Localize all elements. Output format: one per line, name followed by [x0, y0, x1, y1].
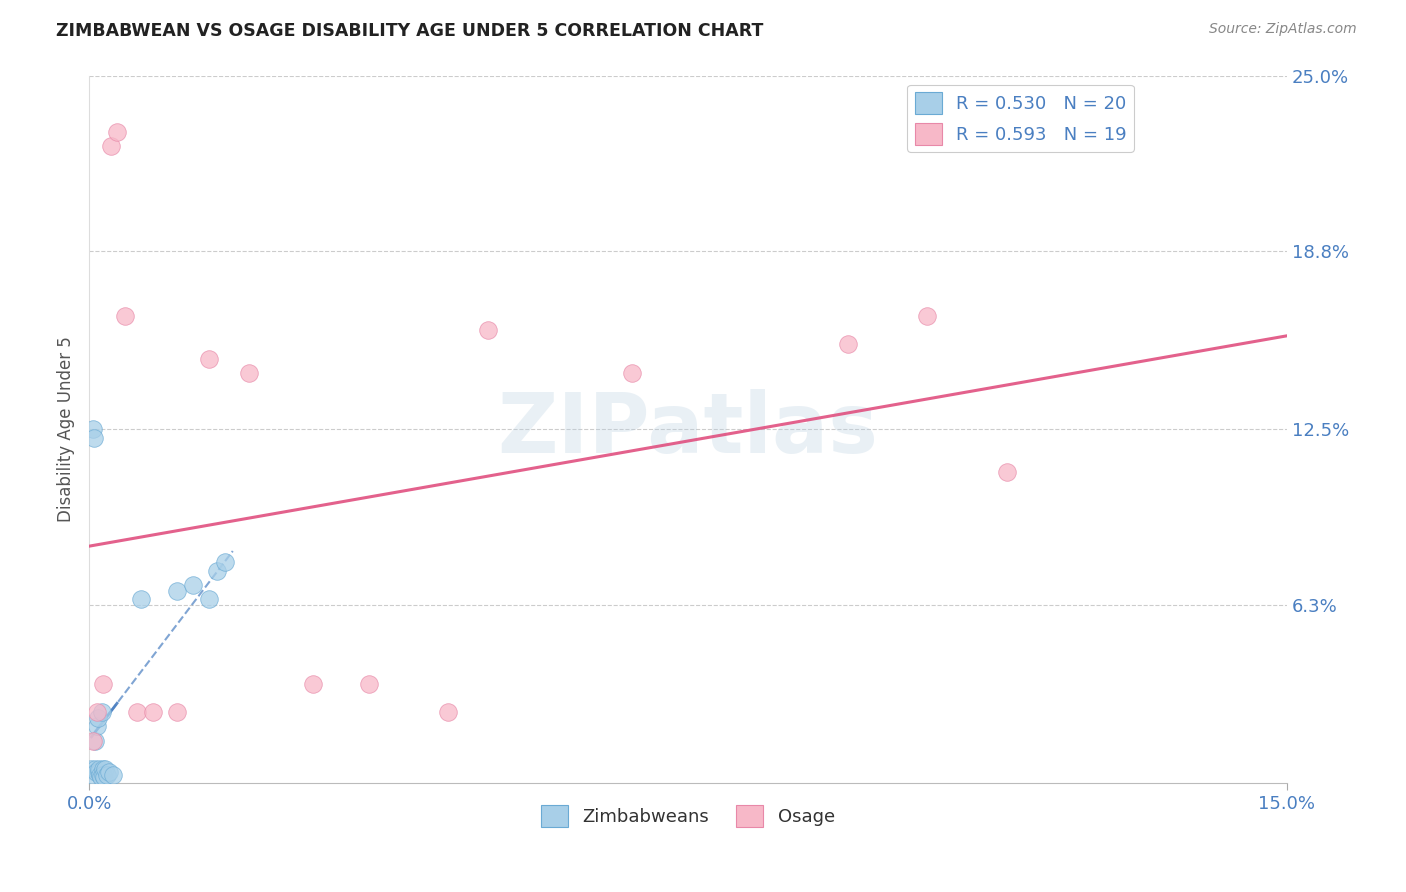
Point: [100, 139, 122, 153]
Point: [917, 309, 939, 323]
Point: [837, 337, 859, 351]
Point: [166, 583, 188, 598]
Point: [96, 767, 118, 781]
Point: [82, 767, 104, 781]
Point: [94, 762, 117, 776]
Point: [84, 764, 107, 779]
Point: [125, 706, 148, 720]
Point: [87, 711, 110, 725]
Point: [301, 677, 323, 691]
Point: [83, 733, 105, 747]
Point: [114, 309, 136, 323]
Point: [93, 767, 115, 781]
Text: Source: ZipAtlas.com: Source: ZipAtlas.com: [1209, 22, 1357, 37]
Point: [621, 366, 644, 380]
Point: [86, 706, 108, 720]
Point: [89, 767, 111, 781]
Point: [82, 422, 104, 436]
Point: [166, 706, 188, 720]
Y-axis label: Disability Age Under 5: Disability Age Under 5: [58, 336, 75, 522]
Text: ZIMBABWEAN VS OSAGE DISABILITY AGE UNDER 5 CORRELATION CHART: ZIMBABWEAN VS OSAGE DISABILITY AGE UNDER…: [56, 22, 763, 40]
Point: [198, 351, 221, 366]
Point: [181, 578, 204, 592]
Point: [98, 764, 121, 779]
Point: [129, 592, 152, 607]
Point: [90, 771, 112, 785]
Point: [198, 592, 221, 607]
Point: [86, 719, 108, 733]
Point: [82, 733, 104, 747]
Point: [214, 555, 236, 569]
Point: [437, 706, 460, 720]
Point: [105, 125, 128, 139]
Legend: Zimbabweans, Osage: Zimbabweans, Osage: [534, 797, 842, 834]
Point: [477, 323, 499, 337]
Point: [80, 762, 103, 776]
Point: [83, 431, 105, 445]
Point: [87, 764, 110, 779]
Point: [205, 564, 228, 578]
Point: [238, 366, 260, 380]
Point: [357, 677, 380, 691]
Text: ZIPatlas: ZIPatlas: [498, 389, 879, 470]
Point: [93, 677, 115, 691]
Point: [101, 767, 124, 781]
Point: [89, 762, 111, 776]
Point: [93, 771, 115, 785]
Point: [995, 465, 1018, 479]
Point: [90, 706, 112, 720]
Point: [142, 706, 165, 720]
Point: [84, 762, 107, 776]
Point: [91, 762, 114, 776]
